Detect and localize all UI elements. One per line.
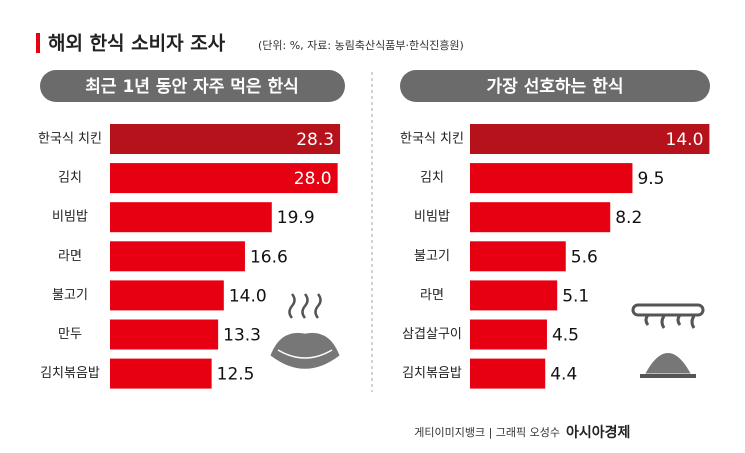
dumpling-icon [270,293,340,369]
value-label: 12.5 [217,365,255,385]
category-label: 한국식 치킨 [400,132,464,147]
bar [470,280,558,311]
category-label: 비빔밥 [52,210,88,225]
credit: 게티이미지뱅크 | 그래픽 오성수 [414,426,560,439]
bar [470,358,546,389]
category-label: 불고기 [414,249,450,264]
bar [110,241,245,272]
value-label: 4.4 [550,365,577,385]
chart-title: 가장 선호하는 한식 [487,77,624,97]
category-label: 김치볶음밥 [40,366,100,381]
value-label: 4.5 [552,326,579,346]
subtitle: (단위: %, 자료: 농림축산식품부·한식진흥원) [258,38,464,52]
value-label: 8.2 [615,208,642,228]
category-label: 비빔밥 [414,210,450,225]
category-label: 삼겹살구이 [402,327,462,342]
value-label: 28.3 [296,130,334,150]
category-label: 라면 [420,288,444,303]
bar [110,319,219,350]
bar [470,202,611,233]
category-label: 라면 [58,249,82,264]
bar [470,319,547,350]
value-label: 5.1 [562,286,589,306]
bar [110,163,338,194]
category-label: 김치 [58,171,82,186]
value-label: 5.6 [571,247,598,267]
value-label: 14.0 [229,286,267,306]
panel-header [400,70,710,102]
value-label: 16.6 [250,247,288,267]
bar [470,163,633,194]
title-marker [36,33,40,53]
value-label: 14.0 [666,130,704,150]
bar [110,280,224,311]
value-label: 9.5 [637,169,664,189]
category-label: 만두 [58,327,82,342]
grill-icon [631,303,705,378]
bar [470,241,566,272]
category-label: 김치볶음밥 [402,366,462,381]
value-label: 19.9 [277,208,315,228]
bar [110,124,341,154]
bar [110,202,272,233]
category-label: 김치 [420,171,444,186]
value-label: 28.0 [294,169,332,189]
bar [470,124,710,154]
category-label: 불고기 [52,288,88,303]
panel-header [40,70,345,102]
bar [110,358,212,389]
category-label: 한국식 치킨 [38,132,102,147]
value-label: 13.3 [223,326,261,346]
chart-title: 최근 1년 동안 자주 먹은 한식 [85,77,298,97]
title: 해외 한식 소비자 조사 [48,33,226,55]
brand: 아시아경제 [566,424,630,441]
